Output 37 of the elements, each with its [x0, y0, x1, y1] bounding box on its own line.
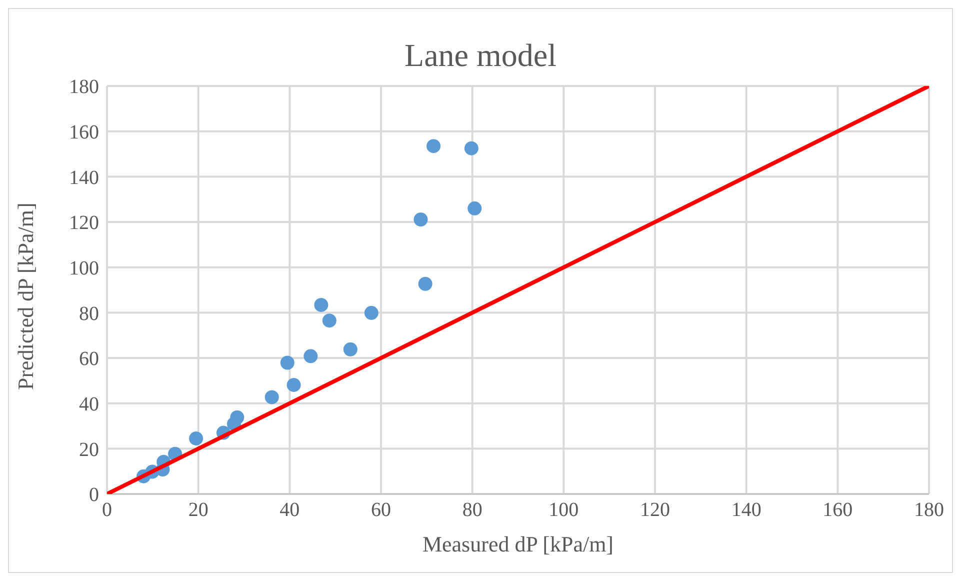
y-tick-label: 60: [79, 348, 99, 370]
x-tick-label: 140: [731, 499, 762, 522]
x-tick-label: 100: [548, 499, 579, 522]
point: [322, 314, 336, 328]
y-tick-label: 100: [69, 257, 99, 280]
y-tick-label: 160: [69, 121, 99, 144]
point: [464, 141, 478, 156]
y-axis-title: Predicted dP [kPa/m]: [12, 202, 38, 390]
x-axis-title: Measured dP [kPa/m]: [422, 532, 614, 557]
x-tick-label: 60: [371, 499, 391, 522]
x-tick-label: 160: [822, 499, 853, 522]
point: [286, 378, 301, 392]
point: [280, 356, 294, 370]
x-tick-label: 80: [462, 499, 482, 522]
x-tick-label: 40: [280, 499, 300, 522]
y-tick-label: 20: [79, 438, 99, 461]
y-tick-label: 40: [79, 393, 99, 416]
point: [304, 349, 318, 364]
y-tick-label: 0: [89, 484, 99, 506]
point: [414, 212, 428, 227]
chart-title: Lane model: [404, 37, 558, 74]
point: [230, 410, 244, 424]
point: [468, 201, 482, 216]
y-tick-label: 80: [79, 302, 99, 325]
x-tick-label: 120: [640, 499, 670, 522]
point: [364, 306, 378, 320]
point: [418, 276, 432, 291]
x-tick-label: 180: [914, 499, 944, 522]
point: [189, 431, 204, 446]
y-tick-label: 180: [69, 76, 99, 98]
y-tick-label: 120: [69, 212, 99, 234]
point: [426, 139, 441, 154]
x-tick-label: 20: [188, 499, 208, 522]
point: [343, 342, 358, 356]
y-tick-label: 140: [69, 166, 99, 189]
point: [314, 298, 328, 312]
point: [264, 390, 279, 404]
